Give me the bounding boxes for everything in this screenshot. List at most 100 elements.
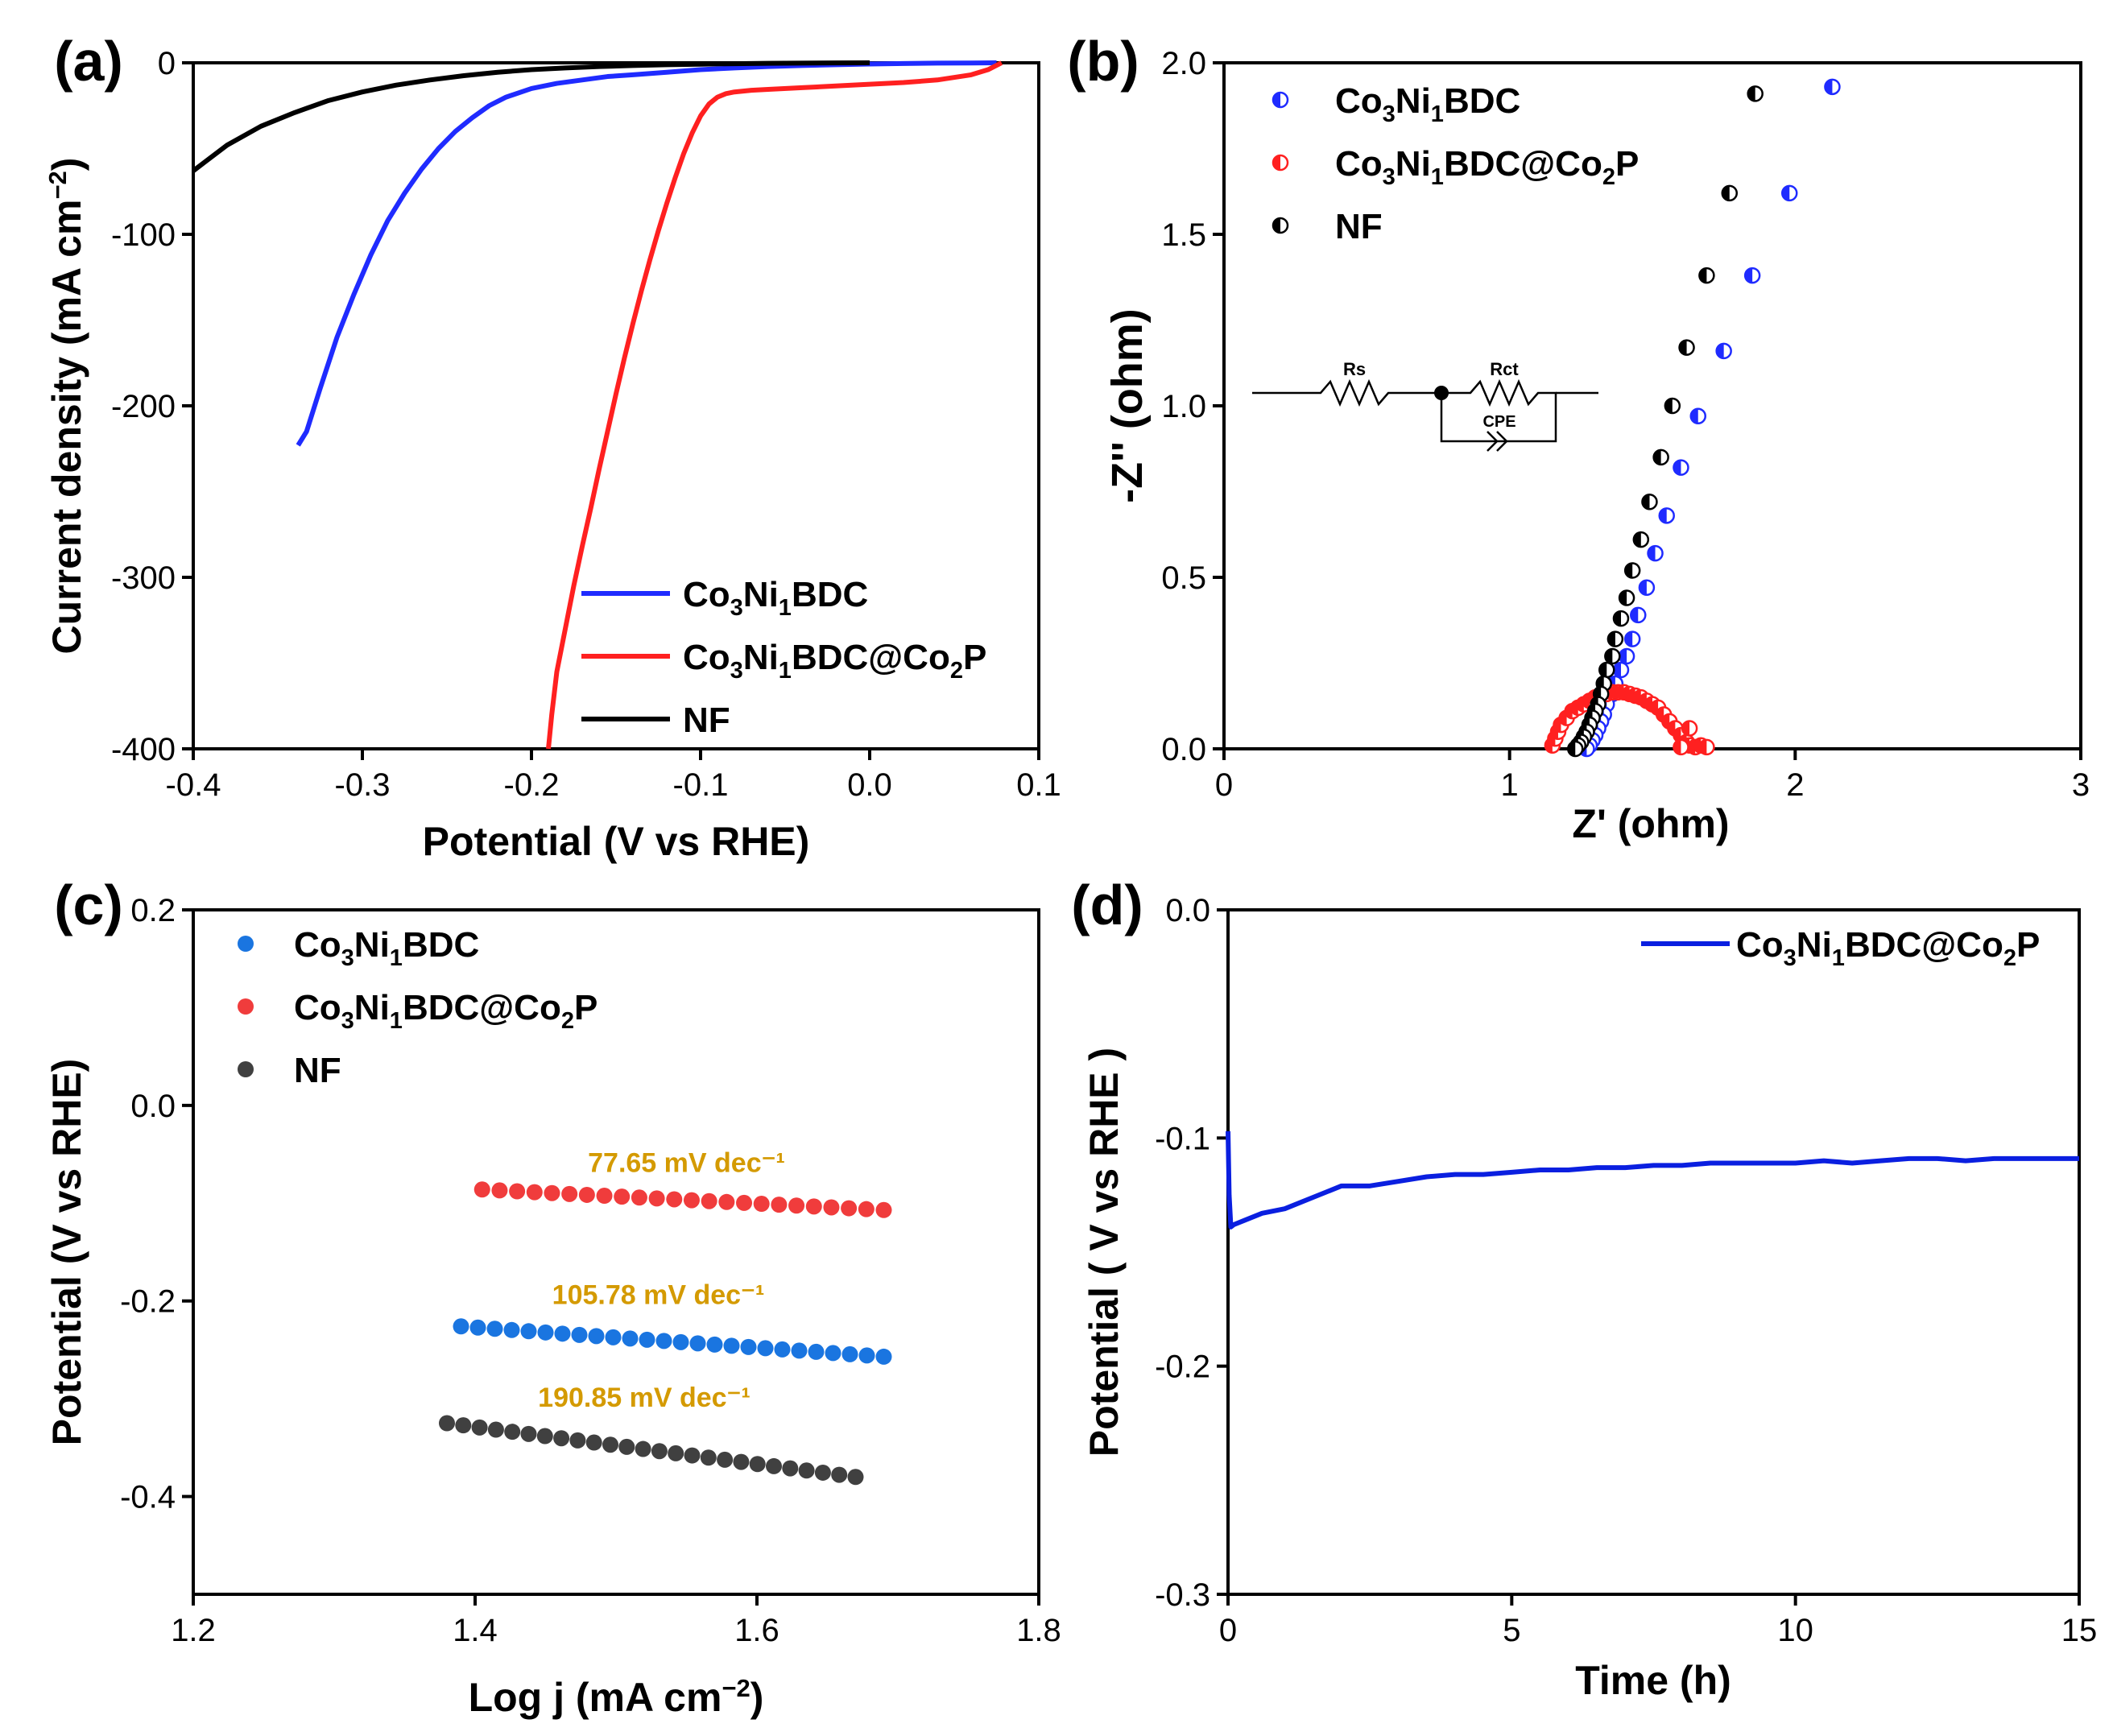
marker-half	[1745, 268, 1753, 283]
label-part: P	[1615, 144, 1639, 184]
label-part: 1	[390, 945, 403, 971]
marker-half	[1607, 631, 1615, 647]
data-point-2	[635, 1440, 651, 1457]
x-tick-label: 1	[1501, 767, 1519, 803]
data-point-2	[471, 1419, 488, 1436]
label-part: NF	[294, 1051, 341, 1090]
label-part: BDC	[792, 575, 868, 614]
label-part: Ni	[354, 925, 390, 965]
label-part: Co	[683, 575, 730, 614]
data-point-0	[1743, 267, 1761, 284]
data-point-2	[1652, 448, 1669, 466]
label-part: BDC@Co	[792, 638, 950, 677]
data-point-2	[1598, 661, 1615, 679]
data-point-2	[553, 1430, 570, 1447]
marker-half	[1613, 611, 1621, 626]
y-tick-label: -0.4	[120, 1480, 176, 1515]
marker-half	[1273, 93, 1280, 107]
x-tick-label: -0.4	[166, 767, 221, 803]
label-part: 3	[341, 945, 354, 971]
marker-half	[1673, 739, 1681, 754]
label-part: Co	[294, 988, 341, 1027]
label-part: 1	[1431, 164, 1444, 190]
y-tick-label: -0.3	[1155, 1577, 1210, 1613]
cpe-element	[1487, 431, 1499, 452]
data-point-0	[486, 1321, 503, 1337]
label-part: BDC@Co	[1845, 925, 2003, 965]
data-point-2	[1664, 397, 1681, 415]
marker-half	[1568, 742, 1576, 756]
marker-half	[1653, 449, 1661, 465]
data-point-0	[841, 1345, 858, 1362]
marker-half	[1619, 648, 1627, 663]
panel-a: -0.4 -0.3 -0.2 -0.1 0.0 0.1 0 -100 -200 -300 -400 (…	[43, 30, 1061, 864]
panel-d: 0 5 10 15 0.0 -0.1 -0.2 -0.3 (d) Time (h) Potentia…	[1071, 874, 2097, 1703]
data-point-1	[718, 1193, 735, 1210]
legend-label: NF	[294, 1051, 341, 1090]
label-part: Co	[1736, 925, 1784, 965]
data-point-1	[631, 1189, 647, 1206]
label-part: 3	[1383, 101, 1396, 127]
y-axis-label: Potential ( V vs RHE )	[1081, 1048, 1127, 1457]
data-point-1	[1681, 720, 1698, 737]
data-point-2	[1721, 184, 1739, 202]
legend-label: Co3Ni1BDC@Co2P	[1736, 925, 2040, 971]
y-tick-label: 0.2	[130, 893, 176, 928]
data-point-0	[757, 1340, 774, 1357]
data-point-2	[618, 1438, 635, 1455]
marker-half	[1619, 590, 1627, 606]
data-point-1	[666, 1191, 683, 1208]
label-part: BDC	[1444, 81, 1520, 121]
data-point-2	[602, 1436, 618, 1453]
x-tick-label: 5	[1503, 1613, 1520, 1648]
data-point-2	[1623, 562, 1641, 579]
legend-label: Co3Ni1BDC@Co2P	[683, 638, 986, 684]
label-part: 2	[561, 1008, 574, 1034]
label-base: Log j (mA cm	[469, 1675, 722, 1720]
x-tick-label: 15	[2061, 1613, 2098, 1648]
legend-label: Co3Ni1BDC@Co2P	[294, 988, 598, 1034]
slope-annotation: 77.65 mV dec⁻¹	[588, 1147, 785, 1178]
label-part: Co	[294, 925, 341, 965]
series-line-0	[296, 60, 997, 447]
marker-half	[1679, 340, 1687, 355]
label-part: Ni	[743, 575, 779, 614]
data-point-1	[648, 1190, 665, 1207]
label-part: 3	[1784, 945, 1797, 971]
x-tick-label: 0.1	[1016, 767, 1061, 803]
data-point-0	[1630, 606, 1647, 624]
legend-label: NF	[1335, 207, 1383, 246]
legend-marker	[1272, 154, 1289, 172]
label-part: Ni	[354, 988, 390, 1027]
data-point-0	[1824, 78, 1841, 96]
data-point-2	[1566, 740, 1584, 758]
data-point-1	[1673, 738, 1689, 756]
data-point-2	[1678, 339, 1695, 356]
series-line-1	[546, 60, 1003, 750]
data-point-1	[544, 1184, 560, 1201]
y-tick-label: 2.0	[1161, 46, 1206, 81]
panel-label: (b)	[1067, 30, 1139, 93]
data-point-2	[749, 1456, 766, 1473]
data-point-0	[858, 1347, 875, 1364]
y-tick-label: -0.2	[120, 1284, 176, 1320]
data-point-2	[717, 1451, 734, 1468]
data-point-0	[537, 1324, 554, 1341]
data-point-2	[782, 1460, 799, 1477]
label-part: Co	[683, 638, 730, 677]
marker-half	[1639, 580, 1647, 595]
slope-annotation: 190.85 mV dec⁻¹	[538, 1383, 751, 1413]
label-part: 3	[341, 1008, 354, 1034]
label-base: Current density (mA cm	[44, 200, 89, 655]
legend-marker	[238, 1061, 254, 1077]
data-point-0	[1715, 342, 1732, 360]
x-tick-label: -0.2	[504, 767, 560, 803]
x-tick-label: 0.0	[847, 767, 892, 803]
data-point-2	[487, 1421, 504, 1438]
label-part: 3	[1383, 164, 1396, 190]
cpe-element	[1496, 431, 1508, 452]
data-point-0	[1623, 630, 1641, 647]
node	[1434, 386, 1449, 400]
marker-half	[1690, 408, 1698, 424]
data-point-2	[651, 1443, 668, 1460]
